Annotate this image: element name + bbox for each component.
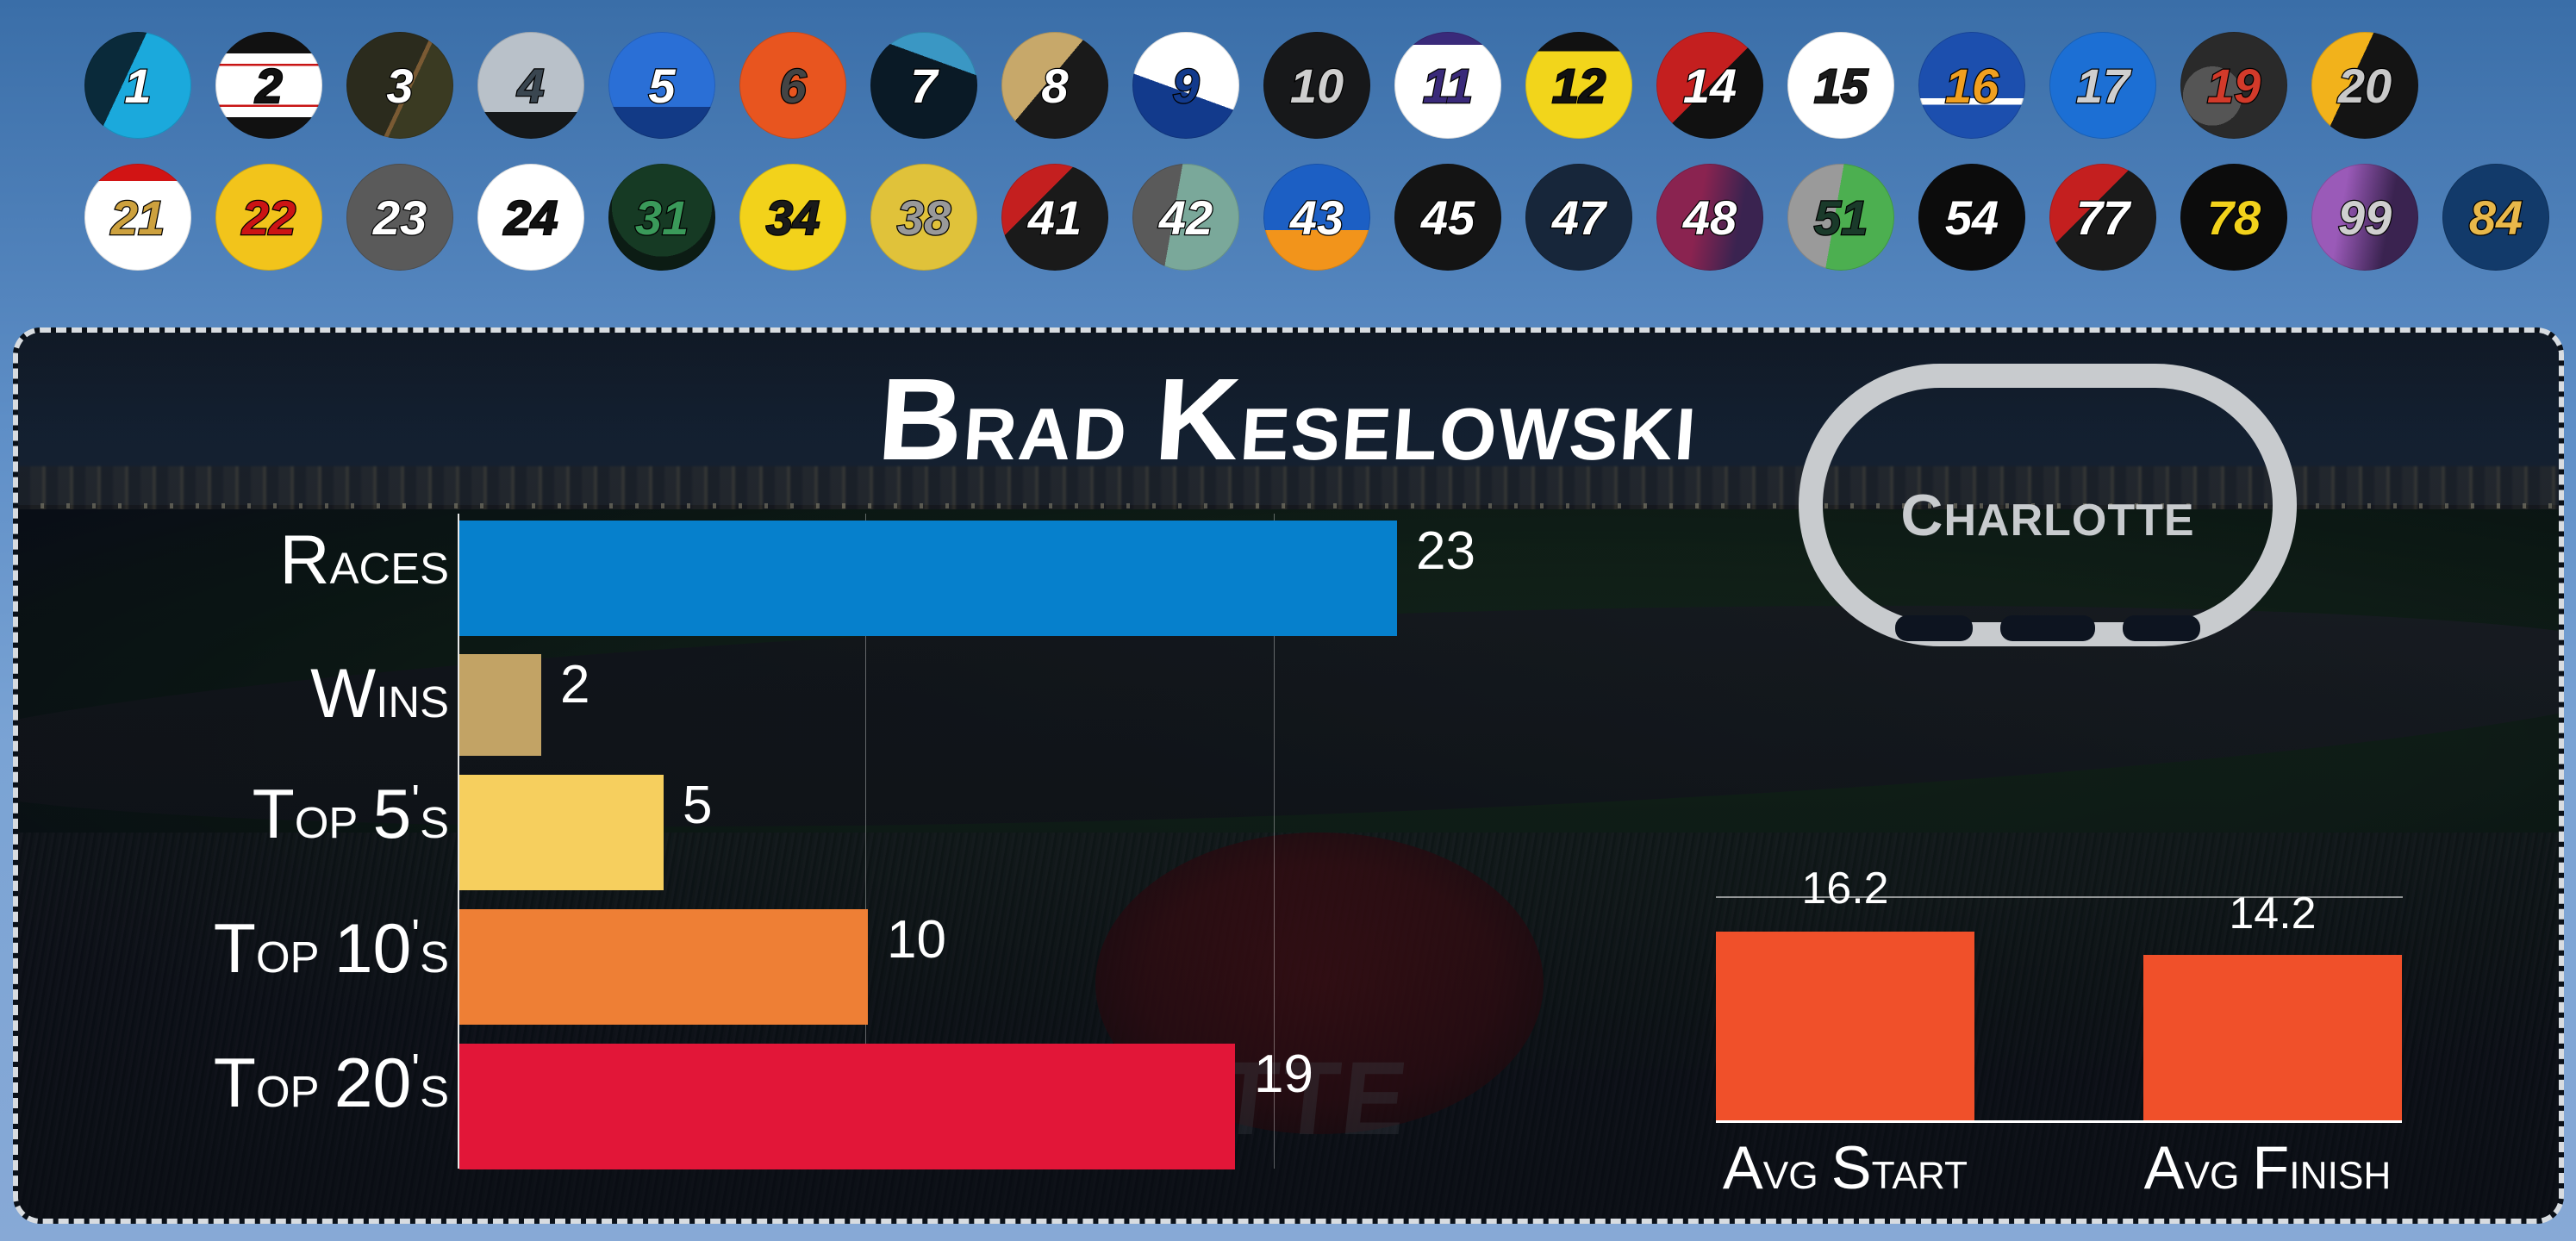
svg-text:CHARLOTTE: CHARLOTTE xyxy=(1900,483,2194,548)
